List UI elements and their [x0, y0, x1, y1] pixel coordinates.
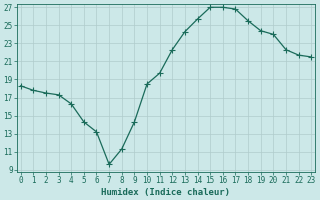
X-axis label: Humidex (Indice chaleur): Humidex (Indice chaleur) — [101, 188, 230, 197]
